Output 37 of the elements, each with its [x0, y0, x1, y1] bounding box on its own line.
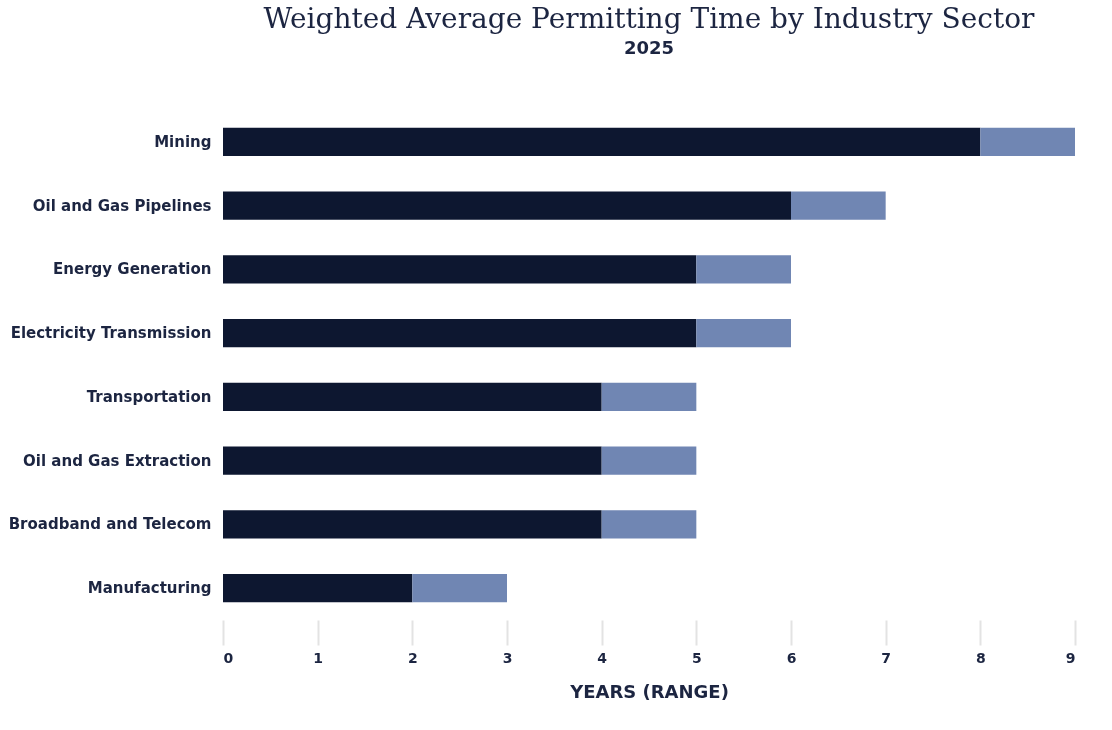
x-tick-label: 8: [975, 649, 986, 666]
x-tick-label: 4: [597, 649, 608, 666]
y-tick-label: Broadband and Telecom: [8, 515, 212, 534]
bar: [223, 255, 697, 284]
x-tick-label: 3: [502, 649, 513, 666]
bar: [223, 382, 602, 411]
bar: [223, 510, 602, 539]
bar: [601, 446, 697, 475]
x-tick-label: 9: [1065, 649, 1076, 666]
x-tick-label: 1: [313, 649, 324, 666]
bar: [601, 382, 697, 411]
x-tick-label: 2: [407, 649, 418, 666]
bar: [223, 574, 413, 603]
bar: [223, 446, 602, 475]
bar: [412, 574, 507, 603]
bar: [980, 127, 1075, 156]
chart-title: Weighted Average Permitting Time by Industry Sector: [263, 2, 1036, 35]
chart-subtitle: 2025: [623, 37, 675, 58]
bar: [223, 127, 981, 156]
bar: [696, 319, 791, 348]
y-tick-label: Manufacturing: [87, 579, 212, 598]
y-tick-label: Oil and Gas Pipelines: [32, 196, 212, 215]
bar: [223, 191, 791, 220]
y-tick-label: Oil and Gas Extraction: [23, 451, 212, 470]
bar: [696, 255, 791, 284]
y-tick-label: Energy Generation: [53, 260, 212, 279]
x-tick-label: 7: [881, 649, 892, 666]
y-tick-label: Electricity Transmission: [10, 324, 212, 343]
bar: [601, 510, 697, 539]
bar: [223, 319, 697, 348]
x-tick-label: 5: [691, 649, 702, 666]
y-tick-label: Mining: [154, 132, 212, 151]
x-tick-label: 6: [786, 649, 797, 666]
x-axis-title: YEARS (RANGE): [569, 680, 729, 702]
x-tick-label: 0: [223, 649, 234, 666]
bar: [791, 191, 886, 220]
y-tick-label: Transportation: [86, 387, 212, 406]
